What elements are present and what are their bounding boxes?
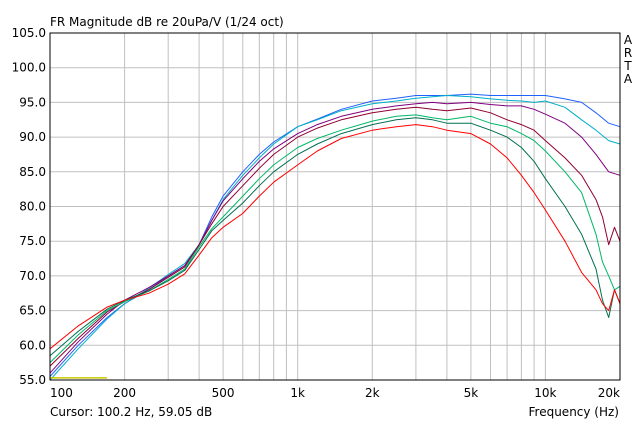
x-tick-label: 10k: [534, 386, 556, 400]
series-line-4: [49, 106, 621, 367]
x-tick-label: 20k: [598, 386, 620, 400]
watermark-letter: R: [624, 46, 632, 60]
series-lines: [49, 93, 621, 381]
y-tick-label: 75.0: [19, 234, 46, 248]
x-tick-label: 5k: [464, 386, 479, 400]
series-line-7: [49, 124, 621, 350]
y-tick-label: 105.0: [12, 26, 46, 40]
y-tick-label: 60.0: [19, 338, 46, 352]
y-tick-label: 100.0: [12, 61, 46, 75]
x-tick-label: 500: [212, 386, 235, 400]
x-tick-label: 1k: [290, 386, 305, 400]
y-tick-label: 90.0: [19, 130, 46, 144]
x-tick-labels: 100 200 500 1k 2k 5k 10k 20k: [50, 386, 620, 400]
watermark-letter: T: [623, 59, 632, 73]
series-line-5: [49, 114, 621, 363]
y-tick-label: 85.0: [19, 165, 46, 179]
y-tick-label: 70.0: [19, 269, 46, 283]
y-tick-label: 65.0: [19, 304, 46, 318]
x-axis-label: Frequency (Hz): [529, 405, 620, 419]
x-tick-label: 200: [113, 386, 136, 400]
y-tick-label: 80.0: [19, 200, 46, 214]
grid: [50, 33, 620, 380]
y-tick-labels: 105.0 100.0 95.0 90.0 85.0 80.0 75.0 70.0 65.0 60…: [12, 26, 46, 387]
series-line-3: [49, 101, 621, 374]
chart-title: FR Magnitude dB re 20uPa/V (1/24 oct): [50, 15, 284, 29]
y-tick-label: 55.0: [19, 373, 46, 387]
cursor-readout: Cursor: 100.2 Hz, 59.05 dB: [50, 405, 212, 419]
x-tick-label: 100: [50, 386, 73, 400]
series-line-2: [49, 95, 621, 381]
plot-frame: [49, 32, 621, 381]
watermark-letter: A: [624, 33, 633, 47]
y-tick-label: 95.0: [19, 95, 46, 109]
watermark-letter: A: [624, 72, 633, 86]
x-tick-label: 2k: [365, 386, 380, 400]
series-line-6: [49, 117, 621, 357]
